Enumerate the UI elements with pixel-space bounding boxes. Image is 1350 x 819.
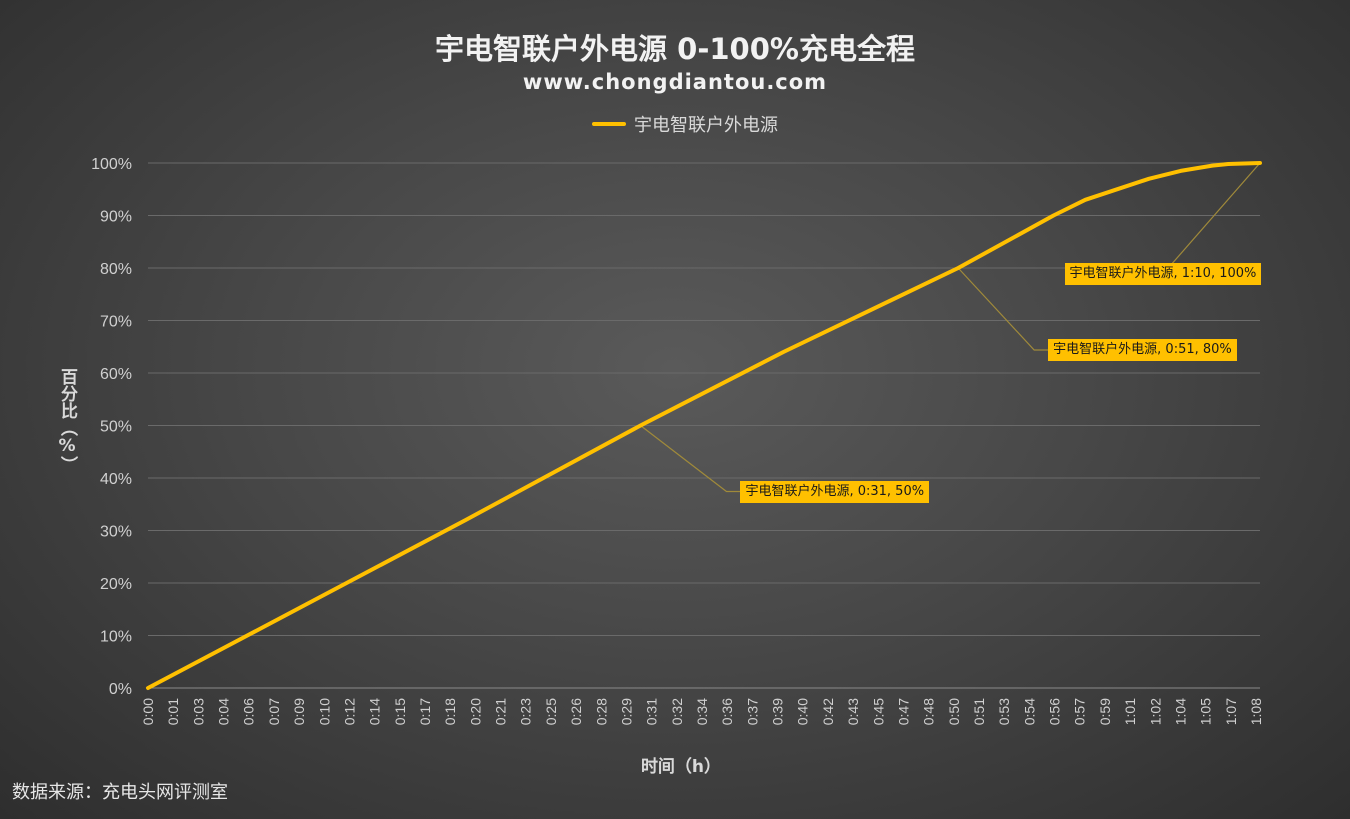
y-tick-label: 60% — [100, 366, 132, 383]
legend-swatch — [592, 122, 626, 126]
x-tick-label: 0:56 — [1047, 698, 1063, 725]
y-axis-ticks: 0% 10% 20% 30% 40% 50% 60% 70% 80% 90% 100% — [91, 156, 132, 698]
x-tick-label: 1:07 — [1223, 698, 1239, 725]
x-tick-label: 0:21 — [493, 698, 509, 725]
x-tick-label: 0:50 — [946, 698, 962, 725]
x-tick-label: 0:18 — [442, 698, 458, 725]
x-axis-label: 时间（h） — [640, 757, 722, 777]
x-tick-label: 0:17 — [417, 698, 433, 725]
callout-leaders — [640, 162, 1261, 493]
x-tick-label: 0:54 — [1021, 698, 1037, 725]
x-tick-label: 0:45 — [870, 698, 886, 725]
y-axis-label: 百分比（%） — [52, 368, 82, 480]
x-tick-label: 1:08 — [1248, 698, 1264, 725]
x-tick-label: 0:26 — [568, 698, 584, 725]
x-tick-label: 0:25 — [543, 698, 559, 725]
y-tick-label: 30% — [100, 524, 132, 541]
x-tick-label: 0:15 — [392, 698, 408, 725]
x-axis-ticks: 0:00 0:01 0:03 0:04 0:06 0:07 0:09 0:10 0:12 0:14… — [140, 698, 1264, 725]
x-tick-label: 0:43 — [845, 698, 861, 725]
x-tick-label: 0:09 — [291, 698, 307, 725]
x-tick-label: 0:23 — [518, 698, 534, 725]
x-tick-label: 0:06 — [241, 698, 257, 725]
y-tick-label: 0% — [109, 681, 132, 698]
x-tick-label: 0:57 — [1072, 698, 1088, 725]
callout-leader — [1162, 162, 1261, 275]
x-tick-label: 0:53 — [996, 698, 1012, 725]
x-tick-label: 1:05 — [1198, 698, 1214, 725]
grid-lines — [148, 162, 1260, 689]
x-tick-label: 0:39 — [770, 698, 786, 725]
x-tick-label: 0:10 — [316, 698, 332, 725]
y-tick-label: 40% — [100, 471, 132, 488]
x-tick-label: 0:07 — [266, 698, 282, 725]
x-tick-label: 0:29 — [618, 698, 634, 725]
x-tick-label: 0:34 — [694, 698, 710, 725]
x-tick-label: 1:01 — [1122, 698, 1138, 725]
x-tick-label: 0:51 — [971, 698, 987, 725]
x-tick-label: 0:20 — [467, 698, 483, 725]
y-tick-label: 20% — [100, 576, 132, 593]
x-tick-label: 0:37 — [744, 698, 760, 725]
y-tick-label: 10% — [100, 629, 132, 646]
source-note: 数据来源：充电头网评测室 — [12, 782, 228, 803]
y-axis-label-text: 百分比（%） — [57, 368, 77, 473]
x-tick-label: 0:32 — [669, 698, 685, 725]
y-tick-label: 100% — [91, 156, 132, 173]
x-tick-label: 0:48 — [921, 698, 937, 725]
x-tick-label: 0:36 — [719, 698, 735, 725]
x-tick-label: 0:12 — [341, 698, 357, 725]
x-tick-label: 0:31 — [644, 698, 660, 725]
x-tick-label: 0:47 — [895, 698, 911, 725]
data-callout: 宇电智联户外电源, 1:10, 100% — [1064, 263, 1262, 285]
data-callout: 宇电智联户外电源, 0:31, 50% — [740, 480, 930, 503]
y-tick-label: 70% — [100, 314, 132, 331]
legend-label: 宇电智联户外电源 — [634, 115, 778, 136]
y-tick-label: 50% — [100, 419, 132, 436]
y-tick-label: 80% — [100, 261, 132, 278]
series-line — [146, 161, 1262, 690]
callout-leader — [957, 267, 1049, 351]
x-tick-label: 1:04 — [1172, 698, 1188, 725]
x-tick-label: 0:03 — [190, 698, 206, 725]
x-tick-label: 0:59 — [1097, 698, 1113, 725]
chart-subtitle: www.chongdiantou.com — [522, 70, 828, 94]
x-tick-label: 0:00 — [140, 698, 156, 725]
x-tick-label: 0:04 — [216, 698, 232, 725]
x-tick-label: 0:40 — [795, 698, 811, 725]
x-tick-label: 0:28 — [593, 698, 609, 725]
x-tick-label: 0:01 — [165, 698, 181, 725]
x-tick-label: 0:42 — [820, 698, 836, 725]
data-callout: 宇电智联户外电源, 0:51, 80% — [1048, 339, 1237, 361]
legend: 宇电智联户外电源 — [592, 112, 778, 136]
callout-leader — [640, 425, 741, 493]
x-tick-label: 1:02 — [1147, 698, 1163, 725]
y-tick-label: 90% — [100, 209, 132, 226]
x-tick-label: 0:14 — [367, 698, 383, 725]
chart-title: 宇电智联户外电源 0-100%充电全程 — [435, 32, 915, 66]
